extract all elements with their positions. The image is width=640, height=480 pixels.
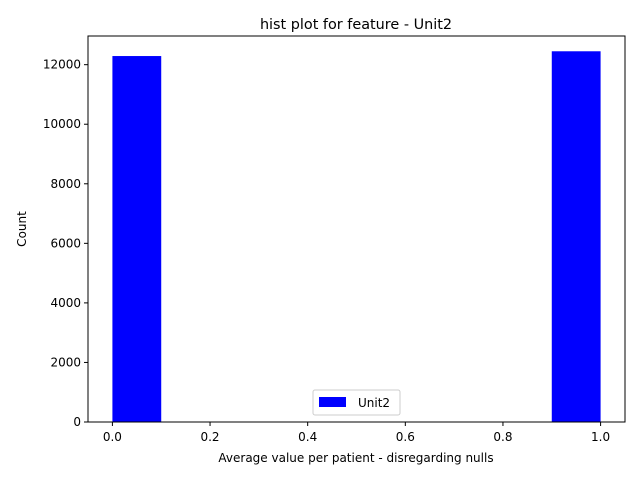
x-tick-label: 1.0: [591, 430, 610, 444]
y-tick-label: 4000: [50, 296, 81, 310]
y-tick-label: 12000: [43, 58, 81, 72]
bars-group: [112, 51, 601, 423]
x-tick-label: 0.0: [103, 430, 122, 444]
plot-area-frame: [87, 35, 626, 423]
y-axis-label: Count: [15, 211, 29, 247]
y-tick-label: 2000: [50, 355, 81, 369]
x-tick-label: 0.4: [298, 430, 317, 444]
x-tick-label: 0.2: [200, 430, 219, 444]
histogram-bar: [551, 51, 601, 422]
y-tick-label: 0: [73, 415, 81, 429]
histogram-bar: [112, 56, 162, 423]
y-axis-ticks: 0 2000 4000 6000 8000 10000 12000: [43, 58, 88, 429]
y-tick-label: 10000: [43, 117, 81, 131]
y-tick-label: 6000: [50, 236, 81, 250]
legend-box: [312, 389, 401, 416]
x-axis-ticks: 0.0 0.2 0.4 0.6 0.8 1.0: [103, 422, 610, 444]
x-tick-label: 0.8: [493, 430, 512, 444]
legend: Unit2: [312, 389, 401, 416]
legend-swatch-unit2: [319, 397, 346, 407]
y-tick-label: 8000: [50, 177, 81, 191]
x-axis-label: Average value per patient - disregarding…: [218, 451, 493, 465]
legend-label-unit2: Unit2: [358, 396, 390, 410]
chart-title: hist plot for feature - Unit2: [260, 17, 452, 33]
x-tick-label: 0.6: [396, 430, 415, 444]
